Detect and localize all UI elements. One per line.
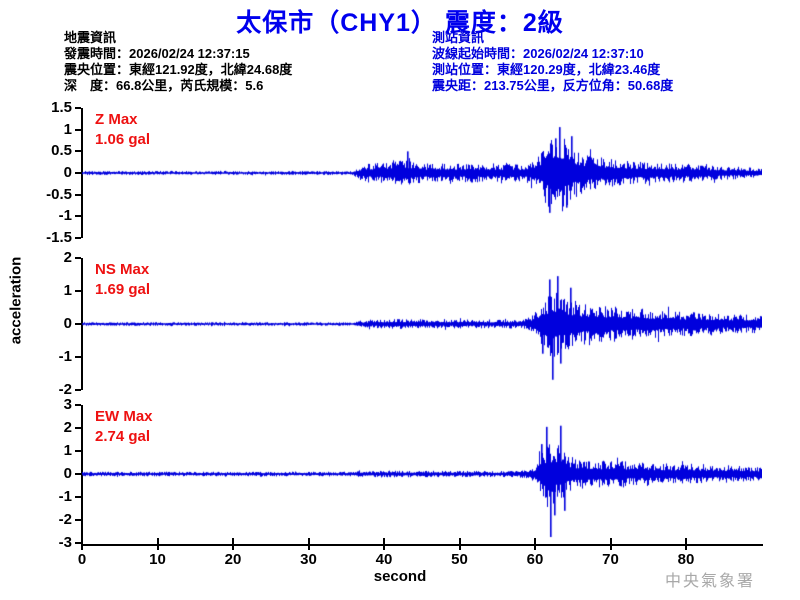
y-tick-label-ns: 0 — [63, 315, 72, 332]
y-tick-label-ns: -2 — [58, 381, 72, 398]
y-tick-label-z: -0.5 — [46, 185, 72, 203]
x-tick-label: 80 — [677, 551, 695, 568]
agency-watermark: 中央氣象署 — [664, 573, 755, 590]
x-axis-label: second — [373, 568, 427, 585]
y-tick-ew — [75, 519, 81, 521]
y-tick-label-ew: -1 — [58, 488, 72, 505]
y-tick-ew — [75, 496, 81, 498]
y-tick-label-z: 1 — [63, 120, 72, 138]
x-tick — [81, 538, 83, 550]
y-tick-ns — [75, 356, 81, 358]
x-tick — [307, 538, 310, 550]
y-tick-label-ns: 2 — [63, 249, 72, 266]
x-tick-label: 60 — [526, 551, 544, 568]
waveform-trace-z — [82, 108, 762, 238]
x-tick — [534, 538, 536, 550]
earthquake-epicenter: 震央位置：東經121.92度，北緯24.68度 — [64, 62, 293, 77]
station-info-block: 測站資訊 波線起始時間：2026/02/24 12:37:10 測站位置：東經1… — [432, 30, 673, 94]
x-tick — [458, 538, 461, 550]
waveform-trace-ew — [82, 405, 762, 543]
y-tick-z — [75, 193, 81, 196]
x-tick-label: 10 — [149, 551, 166, 568]
y-tick-ew — [75, 450, 81, 452]
station-wave-start-time: 波線起始時間：2026/02/24 12:37:10 — [432, 46, 644, 61]
station-distance-azimuth: 震央距：213.75公里，反方位角：50.68度 — [432, 78, 674, 93]
earthquake-info-block: 地震資訊 發震時間：2026/02/24 12:37:15 震央位置：東經121… — [64, 30, 292, 94]
x-tick-label: 70 — [602, 551, 619, 568]
y-tick-ns — [75, 290, 81, 292]
y-tick-z — [75, 128, 81, 131]
y-tick-label-z: -1 — [58, 207, 72, 225]
y-tick-label-ns: 1 — [63, 282, 72, 299]
y-tick-ns — [75, 323, 81, 325]
y-tick-label-z: 0.5 — [51, 142, 72, 160]
y-tick-label-ew: -3 — [58, 534, 72, 551]
y-tick-z — [75, 215, 81, 218]
station-info-heading: 測站資訊 — [432, 30, 485, 45]
earthquake-origin-time: 發震時間：2026/02/24 12:37:15 — [64, 46, 250, 61]
y-tick-ew — [75, 473, 81, 475]
y-tick-label-ew: -2 — [58, 511, 72, 528]
x-tick-label: 30 — [300, 551, 317, 568]
y-tick-label-z: 1.5 — [51, 99, 72, 117]
y-tick-z — [75, 172, 81, 174]
y-tick-label-ns: -1 — [58, 348, 72, 365]
y-tick-ew — [75, 427, 81, 429]
y-tick-label-z: -1.5 — [46, 228, 72, 246]
y-tick-z — [75, 107, 81, 110]
x-tick — [156, 538, 159, 550]
earthquake-info-heading: 地震資訊 — [64, 30, 117, 45]
y-tick-label-ew: 0 — [63, 465, 72, 482]
page-title: 太保市（CHY1） 震度：2級 — [236, 9, 564, 37]
y-tick-label-ew: 3 — [63, 396, 72, 413]
earthquake-depth-magnitude: 深 度：66.8公里，芮氏規模：5.6 — [64, 78, 264, 93]
y-tick-label-z: 0 — [63, 164, 72, 181]
x-axis-line — [81, 544, 763, 546]
y-tick-label-ew: 2 — [63, 419, 72, 436]
y-tick-ew — [75, 542, 81, 544]
x-tick-label: 0 — [77, 551, 87, 568]
x-tick — [383, 538, 385, 550]
y-tick-ew — [75, 404, 81, 406]
y-axis-label: acceleration — [7, 256, 25, 345]
waveform-trace-ns — [82, 258, 762, 390]
x-tick — [685, 538, 687, 550]
station-location: 測站位置：東經120.29度，北緯23.46度 — [432, 62, 661, 77]
x-tick-label: 20 — [224, 551, 242, 568]
x-tick-label: 50 — [451, 551, 468, 568]
y-tick-z — [75, 150, 81, 153]
y-tick-ns — [75, 389, 81, 391]
y-tick-label-ew: 1 — [63, 442, 72, 459]
y-tick-ns — [75, 257, 81, 259]
x-tick — [609, 538, 612, 550]
y-tick-z — [75, 236, 81, 239]
x-tick — [232, 538, 234, 550]
x-tick-label: 40 — [375, 551, 393, 568]
